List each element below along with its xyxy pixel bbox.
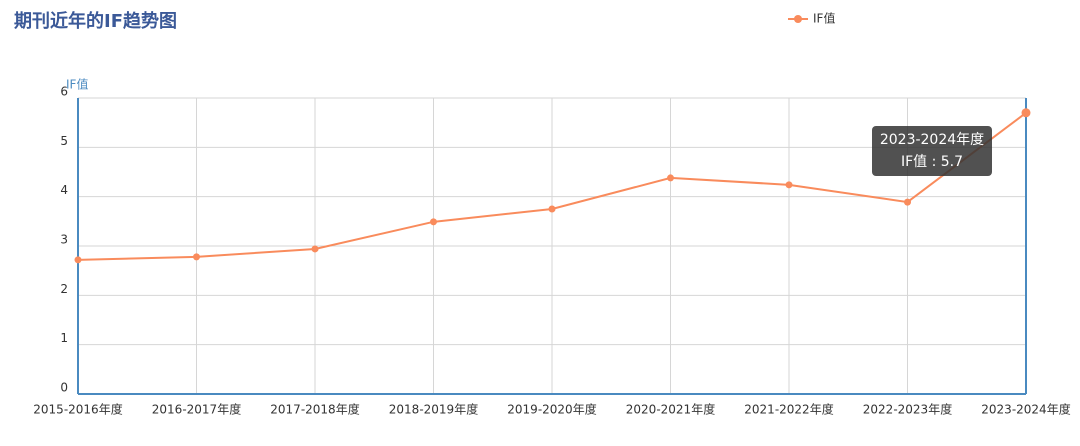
data-point <box>430 218 437 226</box>
data-point <box>74 256 82 264</box>
y-tick-label: 1 <box>60 331 68 345</box>
data-point <box>904 198 911 206</box>
x-tick-label: 2021-2022年度 <box>744 402 833 417</box>
x-tick-label: 2017-2018年度 <box>270 402 359 417</box>
x-tick-label: 2018-2019年度 <box>389 402 478 417</box>
y-tick-label: 0 <box>60 381 68 395</box>
y-tick-label: 2 <box>60 282 68 296</box>
y-tick-label: 4 <box>60 183 68 197</box>
y-axis-label: IF值 <box>66 77 88 92</box>
x-tick-label: 2022-2023年度 <box>863 402 952 417</box>
x-tick-label: 2020-2021年度 <box>626 402 715 417</box>
data-point <box>311 245 319 253</box>
x-tick-label: 2015-2016年度 <box>33 402 122 417</box>
data-point <box>1021 108 1031 118</box>
legend-marker <box>794 15 802 23</box>
y-tick-label: 5 <box>60 134 68 148</box>
x-tick-label: 2019-2020年度 <box>507 402 596 417</box>
tooltip-text: IF值 : 5.7 <box>901 154 963 170</box>
x-tick-label: 2023-2024年度 <box>981 402 1070 417</box>
tooltip-box <box>872 126 992 176</box>
chart-title: 期刊近年的IF趋势图 <box>14 10 177 32</box>
data-point <box>785 181 793 189</box>
data-point <box>667 174 674 182</box>
data-point <box>193 253 200 261</box>
data-point <box>548 205 556 213</box>
y-tick-label: 3 <box>60 233 68 247</box>
x-tick-label: 2016-2017年度 <box>152 402 241 417</box>
y-tick-label: 6 <box>60 85 68 99</box>
legend-label: IF值 <box>813 11 835 26</box>
tooltip-title: 2023-2024年度 <box>880 132 984 148</box>
tooltip: 2023-2024年度 IF值 : 5.7 <box>872 126 992 176</box>
